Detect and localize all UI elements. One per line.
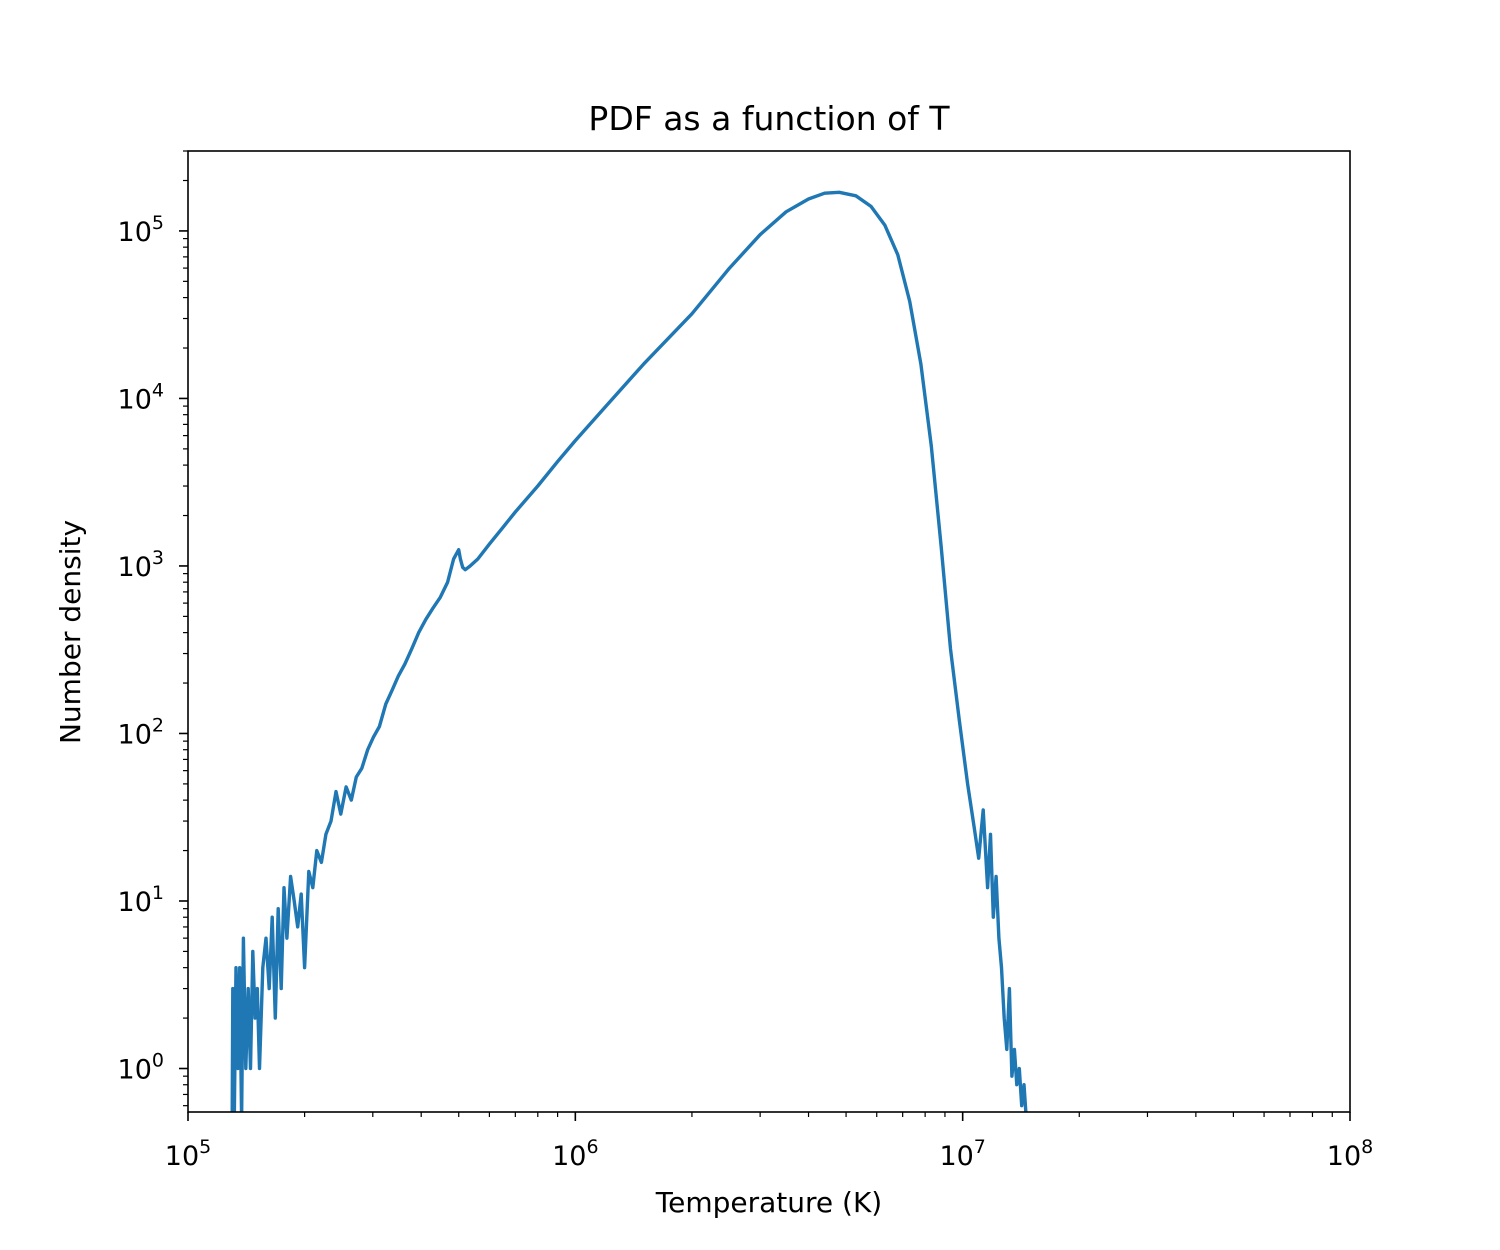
x-tick-label: 106 bbox=[552, 1136, 598, 1172]
y-tick-label: 101 bbox=[118, 882, 164, 918]
y-tick-label: 104 bbox=[118, 379, 164, 415]
y-tick-label: 102 bbox=[118, 714, 164, 750]
plot-frame bbox=[187, 150, 1351, 1113]
series-line bbox=[230, 190, 1028, 1112]
y-tick-label: 100 bbox=[118, 1050, 164, 1086]
chart-title: PDF as a function of T bbox=[588, 99, 950, 138]
x-tick-label: 108 bbox=[1327, 1136, 1373, 1172]
tick-labels: 105 106 107 108 100 101 102 103 104 105 bbox=[118, 212, 1374, 1172]
y-axis-label: Number density bbox=[54, 520, 87, 744]
major-ticks bbox=[179, 230, 1351, 1121]
minor-ticks bbox=[183, 150, 1333, 1117]
x-tick-label: 107 bbox=[939, 1136, 985, 1172]
y-tick-label: 105 bbox=[118, 212, 164, 248]
x-axis-label: Temperature (K) bbox=[655, 1186, 882, 1219]
x-tick-label: 105 bbox=[165, 1136, 211, 1172]
y-tick-label: 103 bbox=[118, 547, 164, 583]
plot-area bbox=[230, 190, 1028, 1112]
